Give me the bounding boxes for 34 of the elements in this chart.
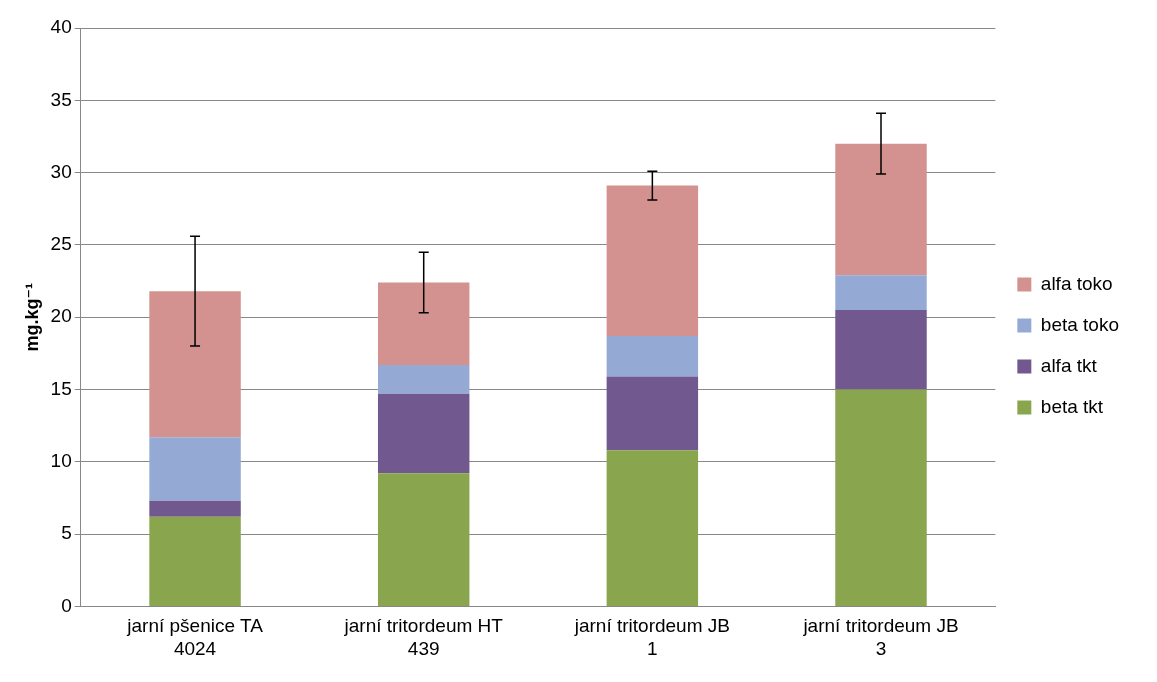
x-tick-label: jarní tritordeum JB 1 xyxy=(573,615,730,659)
bar xyxy=(377,364,470,394)
legend-label: beta toko xyxy=(1040,313,1119,335)
bar xyxy=(149,437,241,501)
legend-label: beta tkt xyxy=(1040,395,1104,417)
x-tick-label: jarní tritordeum HT 439 xyxy=(343,615,504,659)
y-tick-label: 5 xyxy=(61,522,72,544)
bar xyxy=(835,275,927,310)
bar xyxy=(149,291,241,438)
legend-label: alfa toko xyxy=(1040,272,1113,294)
y-tick-label: 30 xyxy=(50,160,72,182)
legend-label: alfa tkt xyxy=(1040,354,1098,376)
bar xyxy=(606,185,699,336)
bar xyxy=(835,389,927,606)
x-tick-label: jarní pšenice TA 4024 xyxy=(126,615,264,659)
bar xyxy=(377,473,470,606)
bar xyxy=(835,143,927,276)
y-tick-label: 0 xyxy=(61,594,72,616)
bar xyxy=(606,376,699,451)
x-tick-label: jarní tritordeum JB 3 xyxy=(802,615,959,659)
bar xyxy=(149,516,241,606)
y-axis-title: mg.kg⁻¹ xyxy=(21,282,42,352)
y-tick-label: 35 xyxy=(50,88,72,110)
y-tick-label: 20 xyxy=(50,305,72,327)
bar xyxy=(377,282,470,365)
bar xyxy=(377,393,470,474)
y-tick-label: 10 xyxy=(50,450,72,472)
bar xyxy=(606,336,699,377)
bar xyxy=(606,450,699,606)
y-tick-label: 25 xyxy=(50,233,72,255)
bar xyxy=(149,500,241,517)
y-tick-label: 15 xyxy=(50,377,72,399)
y-tick-label: 40 xyxy=(50,16,72,38)
bar xyxy=(835,309,927,390)
